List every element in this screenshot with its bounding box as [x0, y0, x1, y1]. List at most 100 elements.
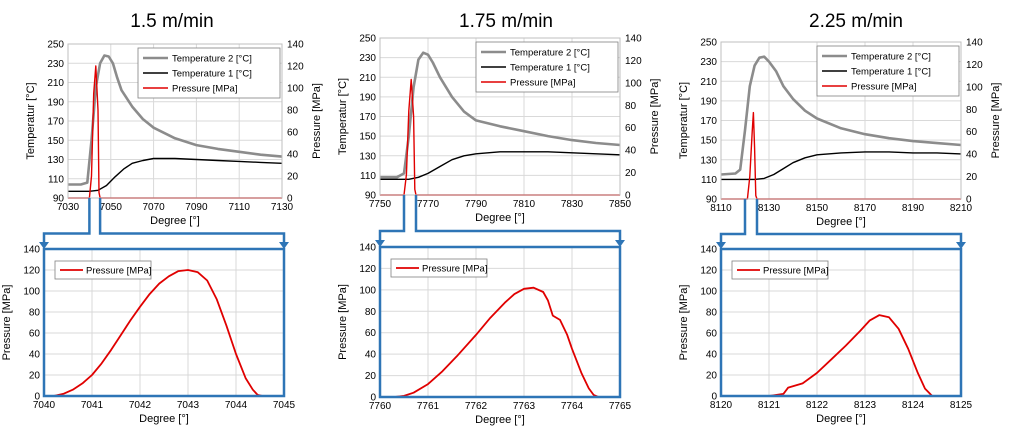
- y-tick-label: 140: [23, 245, 40, 256]
- legend-box: [731, 260, 829, 280]
- legend-label: Temperature 2 [°C]: [510, 48, 590, 59]
- panel-title-1: 1.5 m/min: [130, 11, 213, 32]
- plot-area: [720, 41, 962, 200]
- chart-5: 8120 8121 8122 8123 8124 8125 0 20 40 60 80 100 120 1…: [678, 245, 973, 426]
- x-tick-label: 7761: [417, 401, 440, 412]
- y2-tick-label: 20: [287, 172, 299, 183]
- series-line-1: [721, 314, 961, 397]
- y2-tick-label: 60: [625, 123, 637, 134]
- y-axis-label: Temperatur [°C]: [337, 78, 349, 155]
- legend-label: Temperature 1 [°C]: [510, 63, 590, 74]
- legend-label: Pressure [MPa]: [510, 78, 575, 89]
- y-tick-label: 190: [700, 96, 717, 107]
- x-tick-label: 8150: [806, 203, 829, 214]
- x-tick-label: 7765: [609, 401, 632, 412]
- y2-tick-label: 140: [966, 38, 983, 49]
- zoom-frame: [719, 247, 963, 398]
- y-axis-label: Pressure [MPa]: [1, 285, 13, 361]
- chart-1: 7040 7041 7042 7043 7044 7045 0 20 40 60 80 100 120 1…: [1, 245, 296, 426]
- zoom-frame: [42, 247, 286, 398]
- connector-arrowhead: [279, 242, 289, 249]
- plot-area: [379, 37, 621, 196]
- y-tick-label: 80: [365, 307, 377, 318]
- connector-arrowhead: [375, 240, 385, 247]
- x-tick-label: 8121: [758, 400, 781, 411]
- y-tick-label: 150: [700, 136, 717, 147]
- connector-arrowhead: [956, 242, 966, 249]
- legend-box: [475, 41, 619, 93]
- x-tick-label: 8190: [902, 203, 925, 214]
- y-axis-label: Temperatur [°C]: [678, 82, 690, 159]
- y-tick-label: 250: [700, 38, 717, 49]
- panel-title-3: 2.25 m/min: [809, 11, 903, 32]
- x-tick-label: 8120: [710, 400, 733, 411]
- y-tick-label: 100: [23, 287, 40, 298]
- legend-box: [390, 258, 488, 278]
- y-tick-label: 130: [700, 155, 717, 166]
- x-tick-label: 7043: [177, 400, 200, 411]
- series-line-3: [68, 65, 282, 199]
- legend-label: Pressure [MPa]: [86, 266, 151, 277]
- series-line-2: [68, 157, 283, 193]
- y-tick-label: 250: [359, 34, 376, 45]
- y-tick-label: 40: [365, 350, 377, 361]
- y2-tick-label: 20: [625, 168, 637, 179]
- y-tick-label: 120: [359, 264, 376, 275]
- x-tick-label: 7762: [465, 401, 488, 412]
- y-tick-label: 190: [47, 97, 64, 108]
- y-tick-label: 60: [706, 329, 718, 340]
- series-line-1: [720, 55, 962, 176]
- panel-title-2: 1.75 m/min: [459, 11, 553, 32]
- y-tick-label: 190: [359, 92, 376, 103]
- x-tick-label: 8110: [710, 203, 732, 214]
- y-tick-label: 170: [359, 112, 376, 123]
- y-tick-label: 90: [53, 194, 65, 205]
- x-tick-label: 7041: [81, 400, 104, 411]
- y2-tick-label: 140: [625, 34, 642, 45]
- y-tick-label: 230: [700, 57, 717, 68]
- y2-tick-label: 0: [966, 195, 972, 206]
- zoom-connector-2: [375, 195, 625, 247]
- y2-tick-label: 0: [625, 191, 631, 202]
- y-tick-label: 60: [365, 328, 377, 339]
- chart-0: 7030 7050 7070 7090 7110 7130 90 110 130 150 170 19…: [25, 40, 323, 228]
- x-tick-label: 8124: [902, 400, 925, 411]
- y-tick-label: 120: [23, 266, 40, 277]
- connector-arrowhead: [615, 240, 625, 247]
- y-tick-label: 20: [706, 371, 718, 382]
- y2-axis-label: Pressure [MPa]: [649, 79, 661, 155]
- y2-tick-label: 40: [287, 150, 299, 161]
- x-axis-label: Degree [°]: [816, 216, 866, 228]
- y2-tick-label: 40: [625, 146, 637, 157]
- x-tick-label: 7040: [33, 400, 56, 411]
- x-axis-label: Degree [°]: [150, 215, 200, 227]
- y2-axis-label: Pressure [MPa]: [990, 83, 1002, 159]
- y-tick-label: 210: [47, 78, 64, 89]
- y-axis-label: Temperatur [°C]: [25, 82, 37, 159]
- x-tick-label: 8125: [950, 400, 973, 411]
- y2-tick-label: 120: [287, 62, 304, 73]
- x-tick-label: 8210: [950, 203, 973, 214]
- y-tick-label: 110: [48, 174, 64, 185]
- zoom-connector-3: [716, 199, 966, 249]
- chart-4: 8110 8130 8150 8170 8190 8210 90 110 130 150 170 19…: [678, 38, 1002, 229]
- y2-tick-label: 40: [966, 150, 978, 161]
- x-tick-label: 8123: [854, 400, 877, 411]
- x-tick-label: 7760: [369, 401, 392, 412]
- y2-tick-label: 80: [287, 106, 299, 117]
- plot-area: [67, 43, 283, 199]
- y-tick-label: 60: [29, 329, 41, 340]
- series-line-1: [380, 51, 621, 179]
- y-tick-label: 130: [47, 155, 64, 166]
- x-axis-label: Degree [°]: [139, 413, 189, 425]
- y-tick-label: 130: [359, 151, 376, 162]
- y-tick-label: 230: [47, 59, 64, 70]
- y-axis-label: Pressure [MPa]: [678, 285, 690, 361]
- series-line-1: [44, 269, 284, 397]
- y-tick-label: 40: [706, 350, 718, 361]
- x-tick-label: 7790: [465, 199, 488, 210]
- y-tick-label: 0: [711, 392, 717, 403]
- legend-label: Temperature 2 [°C]: [851, 52, 931, 63]
- y2-tick-label: 120: [966, 60, 983, 71]
- y2-axis-label: Pressure [MPa]: [311, 83, 323, 159]
